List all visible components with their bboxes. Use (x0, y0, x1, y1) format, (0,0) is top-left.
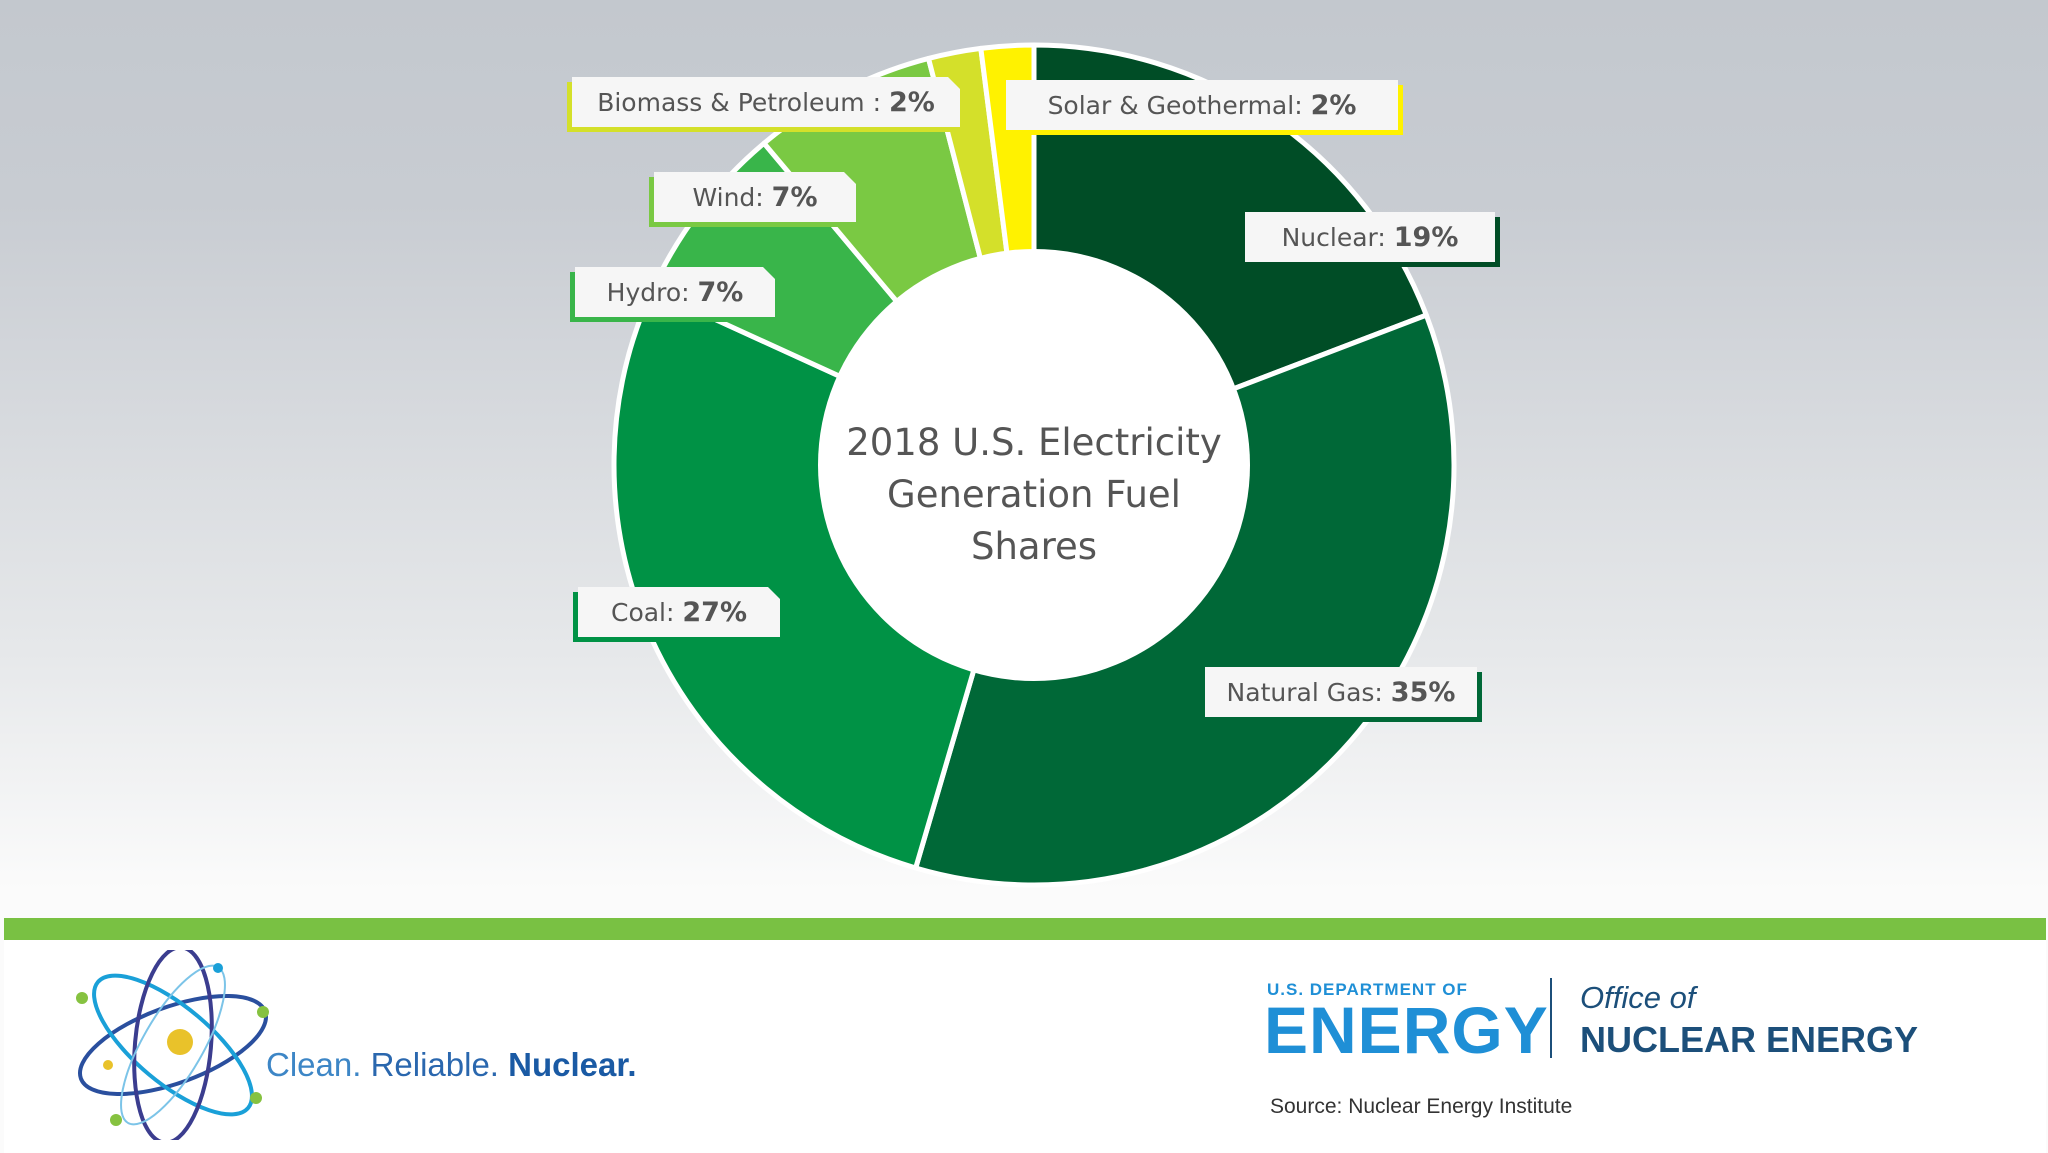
label-text: Solar & Geothermal: 2% (1048, 90, 1357, 121)
label-value: 7% (698, 277, 744, 308)
label-box (654, 172, 856, 222)
label-category: Solar & Geothermal: (1048, 91, 1311, 120)
atom-logo-icon (76, 950, 269, 1140)
label-box (1006, 80, 1398, 130)
label-text: Natural Gas: 35% (1227, 677, 1456, 708)
label-category: Hydro: (607, 278, 698, 307)
label-natural-gas: Natural Gas: 35% (1205, 667, 1482, 722)
label-value: 7% (772, 182, 818, 213)
label-value: 2% (1311, 90, 1357, 121)
footer (4, 940, 2046, 1153)
tagline-reliable: Reliable. (370, 1046, 499, 1083)
label-nuclear: Nuclear: 19% (1245, 212, 1500, 267)
label-category: Natural Gas: (1227, 678, 1391, 707)
label-hydro: Hydro: 7% (570, 267, 775, 322)
label-text: Hydro: 7% (607, 277, 744, 308)
label-category: Nuclear: (1282, 223, 1394, 252)
label-solar-geothermal: Solar & Geothermal: 2% (1006, 80, 1403, 135)
label-category: Coal: (611, 598, 682, 627)
accent-divider-bar (4, 918, 2046, 940)
label-biomass-petroleum: Biomass & Petroleum : 2% (567, 77, 960, 132)
doe-department-text: U.S. DEPARTMENT OF (1267, 980, 1468, 999)
donut-hole (818, 249, 1250, 681)
label-value: 19% (1394, 222, 1459, 253)
label-text: Wind: 7% (692, 182, 817, 213)
label-box (1245, 212, 1495, 262)
label-box (575, 267, 775, 317)
chart-title-line-2: Generation Fuel (887, 473, 1181, 516)
label-value: 35% (1391, 677, 1456, 708)
label-box (1205, 667, 1477, 717)
office-of-text: Office of (1580, 980, 1696, 1015)
label-box (572, 77, 960, 127)
donut-chart: 2018 U.S. Electricity Generation Fuel Sh… (567, 45, 1500, 886)
label-coal: Coal: 27% (573, 587, 780, 642)
chart-title-line-3: Shares (971, 525, 1097, 568)
chart-title-line-1: 2018 U.S. Electricity (846, 421, 1222, 464)
doe-energy-wordmark: ENERGY (1264, 993, 1549, 1067)
tagline-nuclear: Nuclear. (508, 1046, 637, 1083)
label-category: Wind: (692, 183, 771, 212)
source-note: Source: Nuclear Energy Institute (1270, 1095, 1573, 1118)
label-box (578, 587, 780, 637)
label-text: Nuclear: 19% (1282, 222, 1459, 253)
label-value: 2% (889, 87, 935, 118)
label-value: 27% (682, 597, 747, 628)
label-text: Biomass & Petroleum : 2% (597, 87, 935, 118)
label-text: Coal: 27% (611, 597, 747, 628)
label-wind: Wind: 7% (649, 172, 856, 227)
slice-labels: Nuclear: 19% Natural Gas: 35% Coal: 27% Hyd… (567, 77, 1500, 722)
logo-divider (1550, 978, 1552, 1058)
office-name-text: NUCLEAR ENERGY (1580, 1019, 1919, 1060)
tagline-clean: Clean. (266, 1046, 362, 1083)
label-category: Biomass & Petroleum : (597, 88, 889, 117)
tagline: Clean. Reliable. Nuclear. (266, 1046, 637, 1084)
